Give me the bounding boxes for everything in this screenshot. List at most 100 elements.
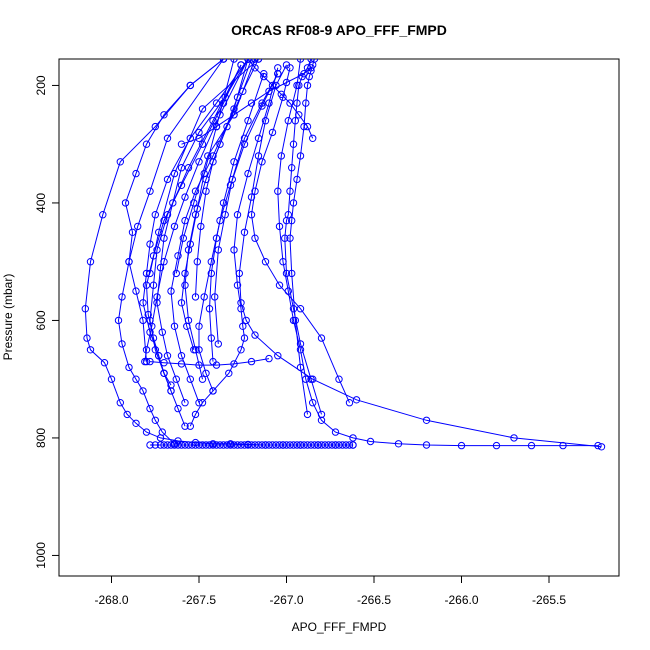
data-point xyxy=(394,440,403,448)
data-point xyxy=(142,281,151,289)
data-point xyxy=(289,140,298,148)
data-point xyxy=(146,187,154,195)
series-line xyxy=(184,59,252,380)
data-point xyxy=(321,441,329,449)
data-point xyxy=(226,181,235,190)
data-point xyxy=(265,354,273,363)
data-point xyxy=(237,61,245,69)
data-point xyxy=(181,269,189,278)
data-point xyxy=(317,416,326,424)
series-line xyxy=(149,64,242,392)
data-point xyxy=(284,117,292,125)
data-point xyxy=(281,234,289,242)
data-point xyxy=(274,352,282,360)
data-point xyxy=(163,352,172,360)
data-point xyxy=(331,428,340,436)
data-point xyxy=(286,441,294,449)
data-point xyxy=(277,90,285,99)
data-point xyxy=(328,441,336,449)
data-point xyxy=(99,211,107,219)
data-point xyxy=(181,399,189,407)
data-point xyxy=(146,240,154,248)
data-point xyxy=(188,441,196,449)
data-point xyxy=(198,375,207,383)
data-point xyxy=(200,293,208,301)
data-point xyxy=(317,410,326,419)
data-point xyxy=(342,441,350,449)
data-point xyxy=(230,246,238,254)
data-point xyxy=(198,105,207,113)
data-point xyxy=(141,357,149,366)
data-point xyxy=(527,441,536,450)
data-point xyxy=(251,331,259,339)
data-point xyxy=(349,441,357,449)
data-point xyxy=(286,234,294,242)
data-point xyxy=(240,228,249,237)
data-point xyxy=(216,111,224,119)
data-point xyxy=(160,359,168,367)
data-point xyxy=(216,140,224,148)
data-point xyxy=(149,334,158,342)
data-point xyxy=(293,99,301,107)
data-point xyxy=(170,441,179,449)
data-point xyxy=(268,128,277,137)
data-point xyxy=(155,352,163,360)
data-point xyxy=(279,441,287,449)
data-point xyxy=(125,258,133,266)
data-point xyxy=(160,441,168,449)
data-point xyxy=(366,437,375,446)
series-25 xyxy=(177,64,315,148)
data-point xyxy=(167,387,175,395)
series-line xyxy=(117,59,224,445)
data-point xyxy=(296,346,305,354)
data-point xyxy=(296,363,305,372)
data-point xyxy=(198,140,207,148)
data-point xyxy=(247,99,256,107)
data-point xyxy=(198,399,207,407)
data-point xyxy=(116,158,125,166)
data-point xyxy=(160,216,168,225)
data-point xyxy=(240,140,249,148)
x-axis: -268.0 -267.5 -267.0 -266.5 -266.0 -265.5 xyxy=(94,575,566,607)
series-line xyxy=(247,59,314,139)
series-5 xyxy=(153,59,252,407)
data-point xyxy=(139,316,147,325)
data-point xyxy=(261,117,270,125)
data-point xyxy=(331,441,340,449)
data-point xyxy=(239,87,247,96)
data-point xyxy=(247,59,256,63)
data-point xyxy=(258,441,266,449)
data-point xyxy=(81,305,90,313)
data-point xyxy=(289,305,298,313)
data-point xyxy=(211,293,219,301)
data-point xyxy=(190,199,198,207)
data-point xyxy=(186,375,195,383)
series-line xyxy=(156,59,249,403)
series-line xyxy=(214,73,279,344)
series-19 xyxy=(235,61,606,451)
data-point xyxy=(172,269,181,278)
data-point xyxy=(151,122,160,131)
data-point xyxy=(422,416,431,424)
data-point xyxy=(244,441,252,449)
data-point xyxy=(177,352,186,360)
data-point xyxy=(186,240,195,248)
data-point xyxy=(258,102,266,110)
data-point xyxy=(219,199,228,207)
data-point xyxy=(151,346,160,354)
data-point xyxy=(197,222,205,231)
data-point xyxy=(177,299,186,307)
data-point xyxy=(559,441,567,450)
data-point xyxy=(307,64,315,72)
data-point xyxy=(510,434,518,442)
series-24 xyxy=(244,59,317,143)
data-point xyxy=(160,111,168,119)
data-point xyxy=(317,441,326,449)
data-point xyxy=(195,346,203,354)
data-point xyxy=(142,428,151,436)
data-point xyxy=(118,340,126,348)
y-tick-label: 1000 xyxy=(34,542,48,569)
x-axis-label: APO_FFF_FMPD xyxy=(292,620,387,634)
data-point xyxy=(284,287,292,295)
x-tick-label: -267.5 xyxy=(182,593,216,607)
